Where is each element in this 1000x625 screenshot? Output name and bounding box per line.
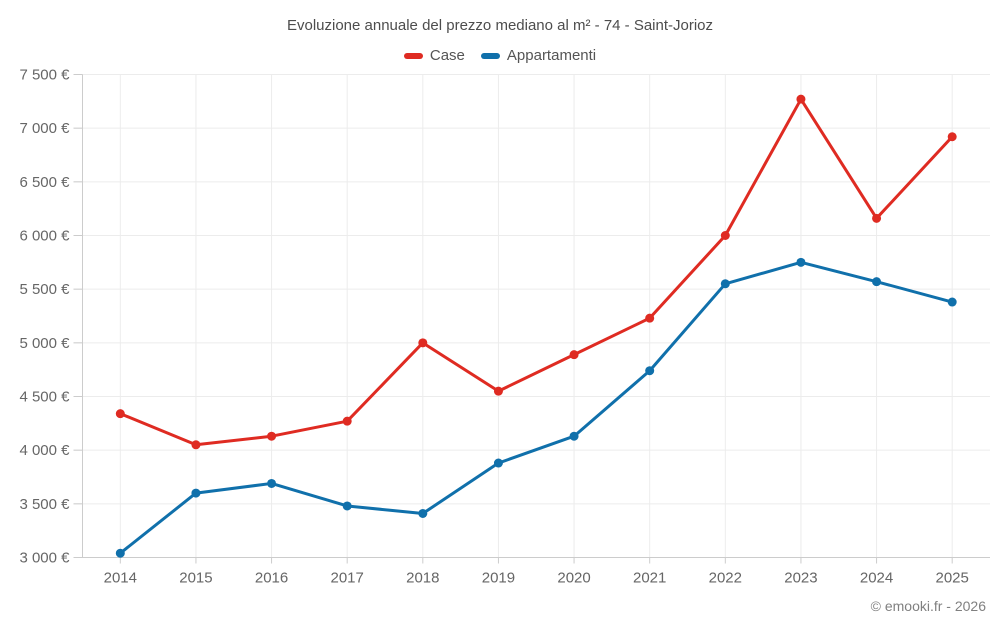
y-axis-label: 7 000 € <box>19 120 70 137</box>
case-line <box>118 97 954 447</box>
y-axis-label: 4 500 € <box>19 389 70 406</box>
case-data-point <box>947 132 957 142</box>
legend-item-label: Appartamenti <box>506 47 597 64</box>
y-axis-label: 5 500 € <box>19 281 70 298</box>
case-data-point <box>418 338 428 348</box>
legend: Case Appartamenti <box>0 47 1000 64</box>
case-data-point <box>872 213 882 223</box>
appartamenti-data-point <box>720 279 730 289</box>
appartamenti-data-point <box>645 366 655 376</box>
case-data-point <box>115 409 125 419</box>
case-data-point <box>645 313 655 323</box>
y-axis-label: 3 500 € <box>19 496 70 513</box>
appartamenti-data-point <box>872 277 882 287</box>
appartamenti-line <box>118 260 954 555</box>
x-axis-label: 2025 <box>936 570 969 587</box>
case-data-point <box>569 350 579 360</box>
x-axis-label: 2019 <box>482 570 515 587</box>
appartamenti-data-point <box>267 478 277 488</box>
appartamenti-data-point <box>342 501 352 511</box>
x-axis-label: 2024 <box>860 570 893 587</box>
x-axis-label: 2022 <box>709 570 742 587</box>
case-data-point <box>720 231 730 240</box>
y-axis-label: 6 500 € <box>19 174 70 191</box>
legend-item-label: Case <box>429 47 465 64</box>
x-axis-label: 2020 <box>557 570 590 587</box>
appartamenti-data-point <box>418 508 428 518</box>
y-axis-label: 5 000 € <box>19 335 70 352</box>
y-axis-label: 3 000 € <box>19 550 70 567</box>
x-axis-label: 2021 <box>633 570 666 587</box>
legend-item-appartamenti[interactable]: Appartamenti <box>480 47 597 64</box>
case-series-swatch <box>403 52 423 59</box>
appartamenti-data-point <box>569 431 579 441</box>
appartamenti-data-point <box>191 488 201 498</box>
x-axis-label: 2015 <box>179 570 212 587</box>
credit-text: © emooki.fr - 2026 <box>870 598 986 614</box>
x-axis-label: 2016 <box>255 570 288 587</box>
appartamenti-data-point <box>115 548 125 558</box>
y-axis-label: 6 000 € <box>19 228 70 245</box>
case-data-point <box>796 94 806 104</box>
x-axis-label: 2023 <box>784 570 817 587</box>
x-axis-label: 2017 <box>331 570 364 587</box>
appartamenti-data-point <box>947 297 957 307</box>
y-axis-label: 4 000 € <box>19 442 70 459</box>
case-data-point <box>342 416 352 426</box>
appartamenti-data-point <box>493 458 503 468</box>
chart-title: Evoluzione annuale del prezzo mediano al… <box>286 17 714 34</box>
case-data-point <box>191 440 201 450</box>
x-axis-label: 2014 <box>104 570 137 587</box>
case-data-point <box>267 431 277 441</box>
case-data-point <box>493 386 503 396</box>
y-axis-label: 7 500 € <box>19 67 70 84</box>
x-axis-label: 2018 <box>406 570 439 587</box>
legend-item-case[interactable]: Case <box>403 47 465 64</box>
appartamenti-series-swatch <box>480 52 500 59</box>
appartamenti-data-point <box>796 257 806 267</box>
